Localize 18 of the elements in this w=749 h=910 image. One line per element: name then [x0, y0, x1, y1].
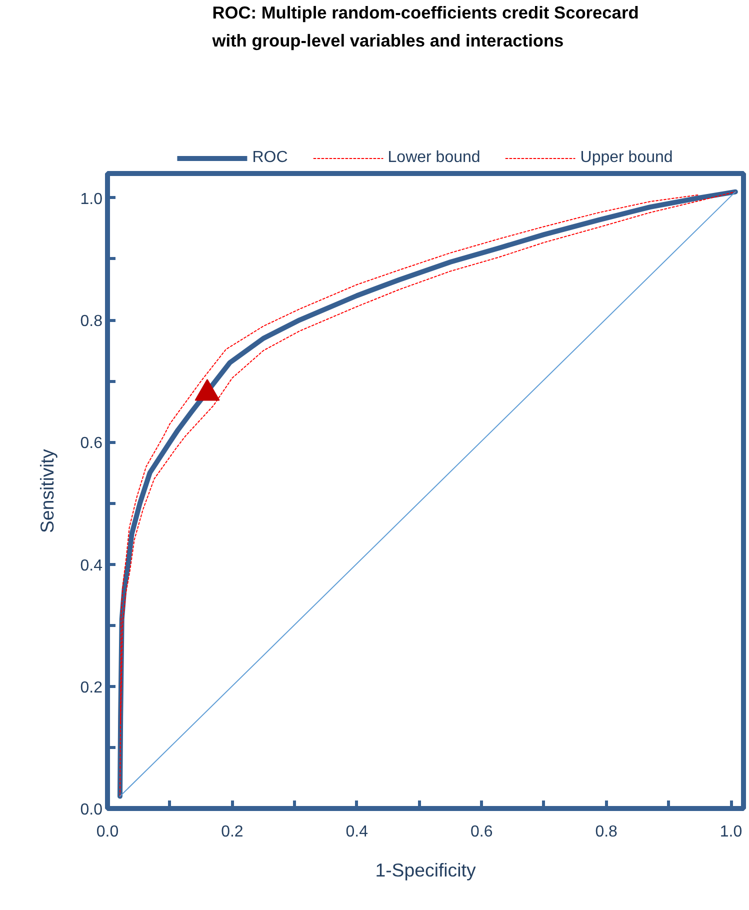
x-tick-label: 0.8 [595, 824, 618, 840]
y-tick-label: 0.6 [80, 435, 103, 452]
legend-label: Lower bound [388, 149, 480, 167]
x-axis-title: 1-Specificity [375, 860, 476, 880]
legend-label: ROC [252, 149, 288, 167]
x-tick-label: 0.4 [346, 824, 368, 840]
x-tick-label: 0.2 [221, 824, 244, 840]
x-tick-label: 0.0 [96, 824, 119, 840]
y-tick-label: 1.0 [80, 190, 103, 208]
y-tick-label: 0.4 [80, 557, 103, 574]
y-tick-label: 0.2 [80, 679, 103, 696]
y-tick-label: 0.0 [80, 802, 103, 818]
chart-title: ROC: Multiple random-coefficients credit Scorecard with group-level variables and interactions [211, 2, 639, 50]
x-tick-label: 1.0 [720, 824, 742, 840]
x-tick-label: 0.6 [470, 824, 493, 840]
y-tick-label: 0.8 [80, 313, 103, 330]
legend-label: Upper bound [580, 149, 673, 167]
y-axis-title: Sensitivity [36, 448, 58, 533]
